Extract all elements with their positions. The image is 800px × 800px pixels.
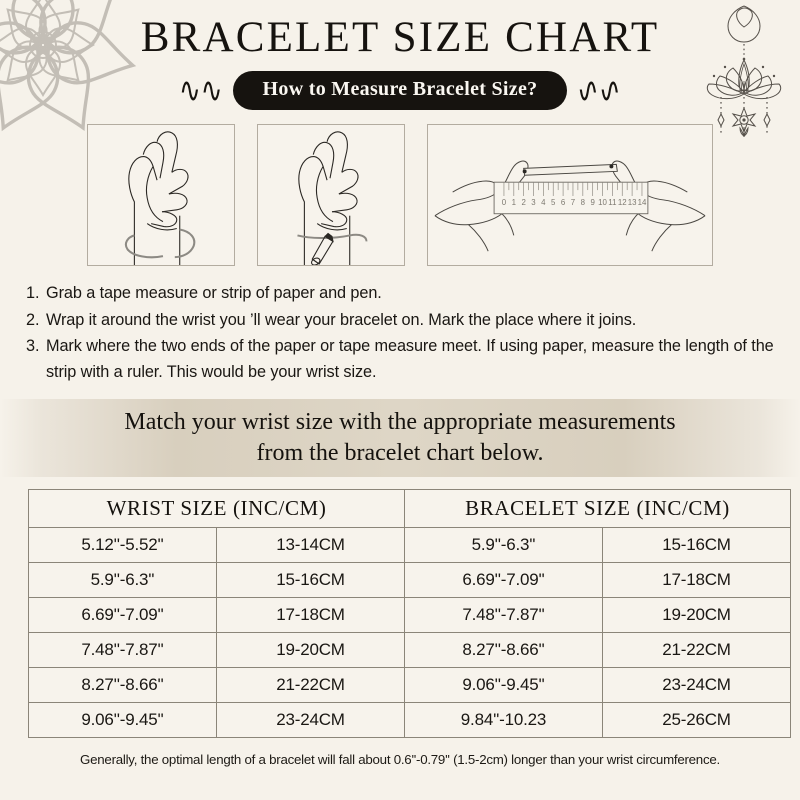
- table-cell: 5.9''-6.3'': [28, 561, 217, 598]
- table-row: 8.27''-8.66'' 21-22CM 9.06''-9.45'' 23-24CM: [28, 666, 791, 703]
- svg-text:2: 2: [521, 198, 525, 207]
- page-title: BRACELET SIZE CHART: [140, 14, 660, 61]
- step-item: 1. Grab a tape measure or strip of paper…: [26, 280, 778, 306]
- step-number: 1.: [26, 284, 40, 303]
- svg-text:10: 10: [598, 198, 607, 207]
- table-group-header-wrist: WRIST SIZE (INC/CM): [28, 488, 405, 528]
- flourish-right-icon: ∿∿: [577, 70, 622, 111]
- svg-text:1: 1: [512, 198, 516, 207]
- flourish-left-icon: ∿∿: [178, 70, 223, 111]
- table-group-header-row: WRIST SIZE (INC/CM) BRACELET SIZE (INC/C…: [28, 488, 791, 528]
- bracelet-size-table: WRIST SIZE (INC/CM) BRACELET SIZE (INC/C…: [28, 488, 791, 738]
- table-row: 6.69''-7.09'' 17-18CM 7.48''-7.87'' 19-20CM: [28, 596, 791, 633]
- subtitle-pill: How to Measure Bracelet Size?: [232, 71, 568, 111]
- table-cell: 5.9''-6.3'': [404, 526, 603, 563]
- step-text: Mark where the two ends of the paper or …: [46, 336, 774, 382]
- step-item: 3. Mark where the two ends of the paper …: [26, 333, 778, 386]
- step-text: Wrap it around the wrist you ’ll wear yo…: [46, 310, 637, 329]
- table-cell: 8.27''-8.66'': [404, 631, 603, 668]
- table-cell: 9.84''-10.23: [404, 701, 603, 738]
- table-cell: 17-18CM: [216, 596, 405, 633]
- svg-text:13: 13: [628, 198, 637, 207]
- illustration-hand-with-pen-marking-tape: [257, 124, 405, 267]
- svg-text:3: 3: [531, 198, 536, 207]
- footnote: Generally, the optimal length of a brace…: [80, 751, 720, 767]
- table-cell: 23-24CM: [602, 666, 791, 703]
- step-text: Grab a tape measure or strip of paper an…: [46, 284, 382, 303]
- table-row: 5.9''-6.3'' 15-16CM 6.69''-7.09'' 17-18CM: [28, 561, 791, 598]
- step-item: 2. Wrap it around the wrist you ’ll wear…: [26, 307, 778, 333]
- band-text: Match your wrist size with the appropria…: [94, 407, 705, 469]
- table-cell: 7.48''-7.87'': [28, 631, 217, 668]
- svg-text:5: 5: [551, 198, 556, 207]
- table-cell: 7.48''-7.87'': [404, 596, 603, 633]
- svg-text:14: 14: [638, 198, 647, 207]
- step-number: 3.: [26, 336, 40, 355]
- table-cell: 15-16CM: [216, 561, 405, 598]
- svg-text:6: 6: [561, 198, 566, 207]
- table-cell: 23-24CM: [216, 701, 405, 738]
- illustration-row: 0 1 2 3 4 5 6 7 8 9 10 11 12 13 14: [0, 124, 800, 267]
- table-cell: 15-16CM: [602, 526, 791, 563]
- measure-steps-list: 1. Grab a tape measure or strip of paper…: [0, 280, 800, 386]
- svg-text:4: 4: [541, 198, 546, 207]
- ruler-number-labels: 0 1 2 3 4 5 6 7 8 9 10 11 12 13 14: [502, 198, 647, 207]
- table-cell: 17-18CM: [602, 561, 791, 598]
- svg-text:0: 0: [502, 198, 507, 207]
- svg-text:9: 9: [590, 198, 594, 207]
- table-cell: 13-14CM: [216, 526, 405, 563]
- table-cell: 21-22CM: [602, 631, 791, 668]
- band-line-1: Match your wrist size with the appropria…: [124, 408, 676, 435]
- illustration-hand-with-tape-measure: [87, 124, 235, 267]
- table-cell: 25-26CM: [602, 701, 791, 738]
- table-row: 7.48''-7.87'' 19-20CM 8.27''-8.66'' 21-22CM: [28, 631, 791, 668]
- step-number: 2.: [26, 310, 40, 329]
- table-cell: 9.06''-9.45'': [404, 666, 603, 703]
- table-cell: 5.12''-5.52'': [28, 526, 217, 563]
- table-row: 5.12''-5.52'' 13-14CM 5.9''-6.3'' 15-16CM: [28, 526, 791, 563]
- table-cell: 6.69''-7.09'': [404, 561, 603, 598]
- table-cell: 6.69''-7.09'': [28, 596, 217, 633]
- table-cell: 21-22CM: [216, 666, 405, 703]
- svg-text:11: 11: [608, 198, 616, 207]
- size-table-wrapper: WRIST SIZE (INC/CM) BRACELET SIZE (INC/C…: [0, 477, 800, 738]
- table-row: 9.06''-9.45'' 23-24CM 9.84''-10.23 25-26CM: [28, 701, 791, 738]
- table-cell: 8.27''-8.66'': [28, 666, 217, 703]
- table-group-header-bracelet: BRACELET SIZE (INC/CM): [404, 488, 791, 528]
- band-line-2: from the bracelet chart below.: [256, 439, 544, 466]
- table-cell: 19-20CM: [216, 631, 405, 668]
- table-cell: 19-20CM: [602, 596, 791, 633]
- ruler-ticks: [503, 182, 643, 197]
- svg-text:12: 12: [618, 198, 627, 207]
- illustration-hands-measuring-strip-with-ruler: 0 1 2 3 4 5 6 7 8 9 10 11 12 13 14: [427, 124, 713, 267]
- table-cell: 9.06''-9.45'': [28, 701, 217, 738]
- subtitle-row: ∿∿ How to Measure Bracelet Size? ∿∿: [0, 70, 800, 111]
- match-instruction-band: Match your wrist size with the appropria…: [0, 398, 800, 477]
- svg-text:8: 8: [581, 198, 586, 207]
- svg-text:7: 7: [571, 198, 575, 207]
